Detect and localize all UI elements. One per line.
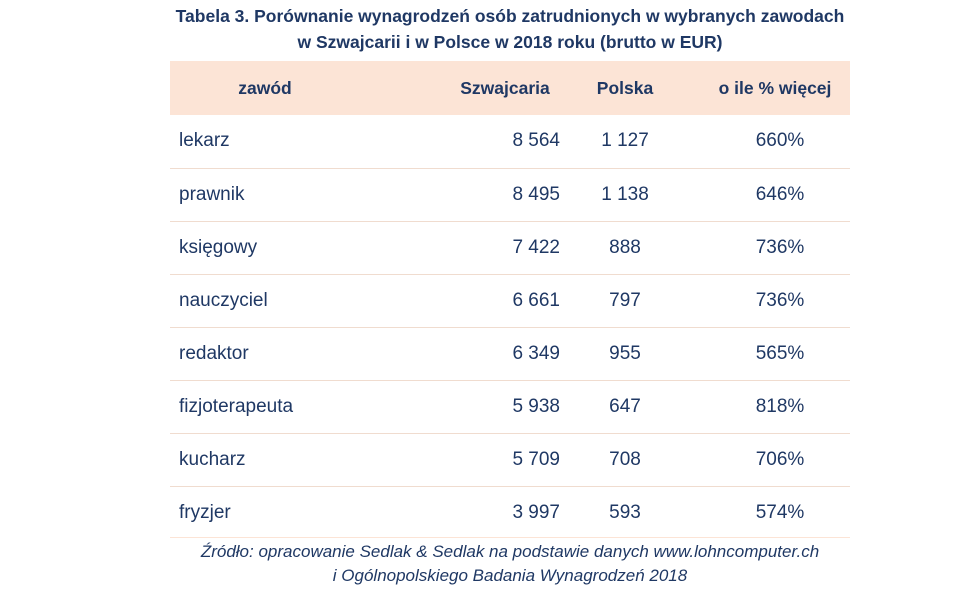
source-note-line-2: i Ogólnopolskiego Badania Wynagrodzeń 20…: [332, 566, 688, 585]
table-title-line-2: w Szwajcarii i w Polsce w 2018 roku (bru…: [297, 32, 723, 52]
table-row: redaktor 6 349 955 565%: [170, 327, 850, 380]
cell-switzerland: 3 997: [512, 501, 560, 523]
salary-comparison-table: zawód Szwajcaria Polska o ile % więcej l…: [170, 61, 850, 539]
cell-poland: 1 138: [601, 183, 649, 205]
cell-percent-more: 736%: [755, 236, 805, 258]
table-row: prawnik 8 495 1 138 646%: [170, 168, 850, 221]
cell-switzerland: 6 661: [512, 289, 560, 311]
cell-switzerland: 5 709: [512, 448, 560, 470]
table-row: fryzjer 3 997 593 574%: [170, 486, 850, 539]
header-switzerland: Szwajcaria: [460, 77, 550, 98]
cell-switzerland: 5 938: [512, 395, 560, 417]
cell-occupation: lekarz: [179, 130, 230, 152]
cell-occupation: redaktor: [179, 342, 249, 364]
table-row: księgowy 7 422 888 736%: [170, 221, 850, 274]
cell-occupation: fryzjer: [179, 501, 231, 523]
cell-poland: 955: [609, 342, 641, 364]
header-percent-more: o ile % więcej: [718, 77, 832, 98]
table-header-row: zawód Szwajcaria Polska o ile % więcej: [170, 61, 850, 115]
cell-percent-more: 660%: [755, 130, 805, 152]
cell-poland: 1 127: [601, 130, 649, 152]
cell-percent-more: 565%: [755, 342, 805, 364]
cell-percent-more: 646%: [755, 183, 805, 205]
table-row: lekarz 8 564 1 127 660%: [170, 115, 850, 168]
table-bottom-divider: [170, 537, 850, 538]
source-note: Źródło: opracowanie Sedlak & Sedlak na p…: [0, 540, 960, 588]
source-note-line-1: Źródło: opracowanie Sedlak & Sedlak na p…: [200, 542, 820, 561]
cell-occupation: kucharz: [179, 448, 246, 470]
header-occupation: zawód: [238, 77, 292, 98]
cell-switzerland: 6 349: [512, 342, 560, 364]
table-row: nauczyciel 6 661 797 736%: [170, 274, 850, 327]
cell-percent-more: 818%: [755, 395, 805, 417]
table-row: kucharz 5 709 708 706%: [170, 433, 850, 486]
cell-switzerland: 8 564: [512, 130, 560, 152]
cell-poland: 647: [609, 395, 641, 417]
cell-percent-more: 736%: [755, 289, 805, 311]
cell-switzerland: 8 495: [512, 183, 560, 205]
cell-poland: 708: [609, 448, 641, 470]
cell-occupation: fizjoterapeuta: [179, 395, 294, 417]
cell-switzerland: 7 422: [512, 236, 560, 258]
table-title: Tabela 3. Porównanie wynagrodzeń osób za…: [0, 3, 960, 55]
cell-occupation: nauczyciel: [179, 289, 268, 311]
cell-percent-more: 706%: [755, 448, 805, 470]
cell-occupation: prawnik: [179, 183, 245, 205]
cell-poland: 888: [609, 236, 641, 258]
cell-poland: 593: [609, 501, 641, 523]
cell-poland: 797: [609, 289, 641, 311]
header-poland: Polska: [596, 77, 654, 98]
table-title-line-1: Tabela 3. Porównanie wynagrodzeń osób za…: [175, 6, 845, 26]
cell-percent-more: 574%: [755, 501, 805, 523]
cell-occupation: księgowy: [179, 236, 258, 258]
table-row: fizjoterapeuta 5 938 647 818%: [170, 380, 850, 433]
